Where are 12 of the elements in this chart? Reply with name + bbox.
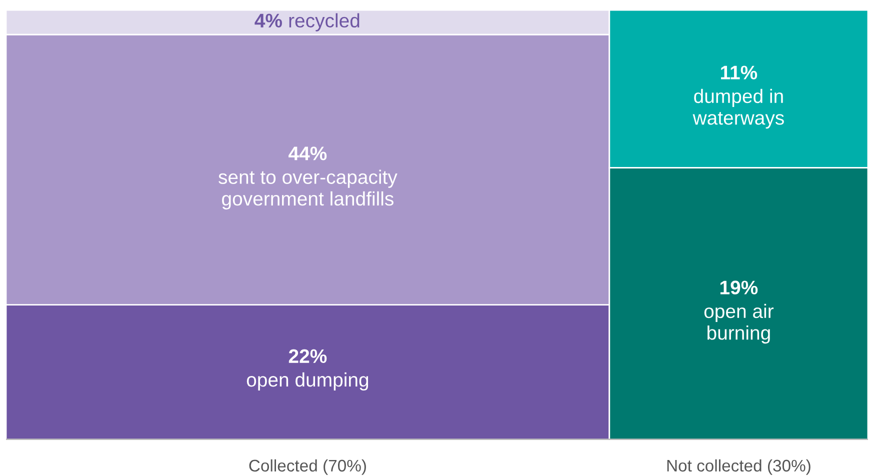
series-label: sent to over-capacity government landfills: [218, 170, 398, 210]
category-label: Collected (70%): [249, 459, 366, 475]
data-label: 22%: [288, 349, 327, 363]
data-label: 4%: [254, 14, 282, 28]
series-label: open air burning: [704, 304, 774, 344]
data-label: 11%: [721, 66, 758, 80]
category-label: Not collected (30%): [667, 459, 810, 475]
series-label: recycled: [289, 13, 360, 32]
series-label: open dumping: [246, 372, 368, 391]
data-label: 44%: [288, 146, 327, 160]
data-label: 19%: [720, 280, 758, 294]
series-label: dumped in waterways: [692, 88, 784, 129]
